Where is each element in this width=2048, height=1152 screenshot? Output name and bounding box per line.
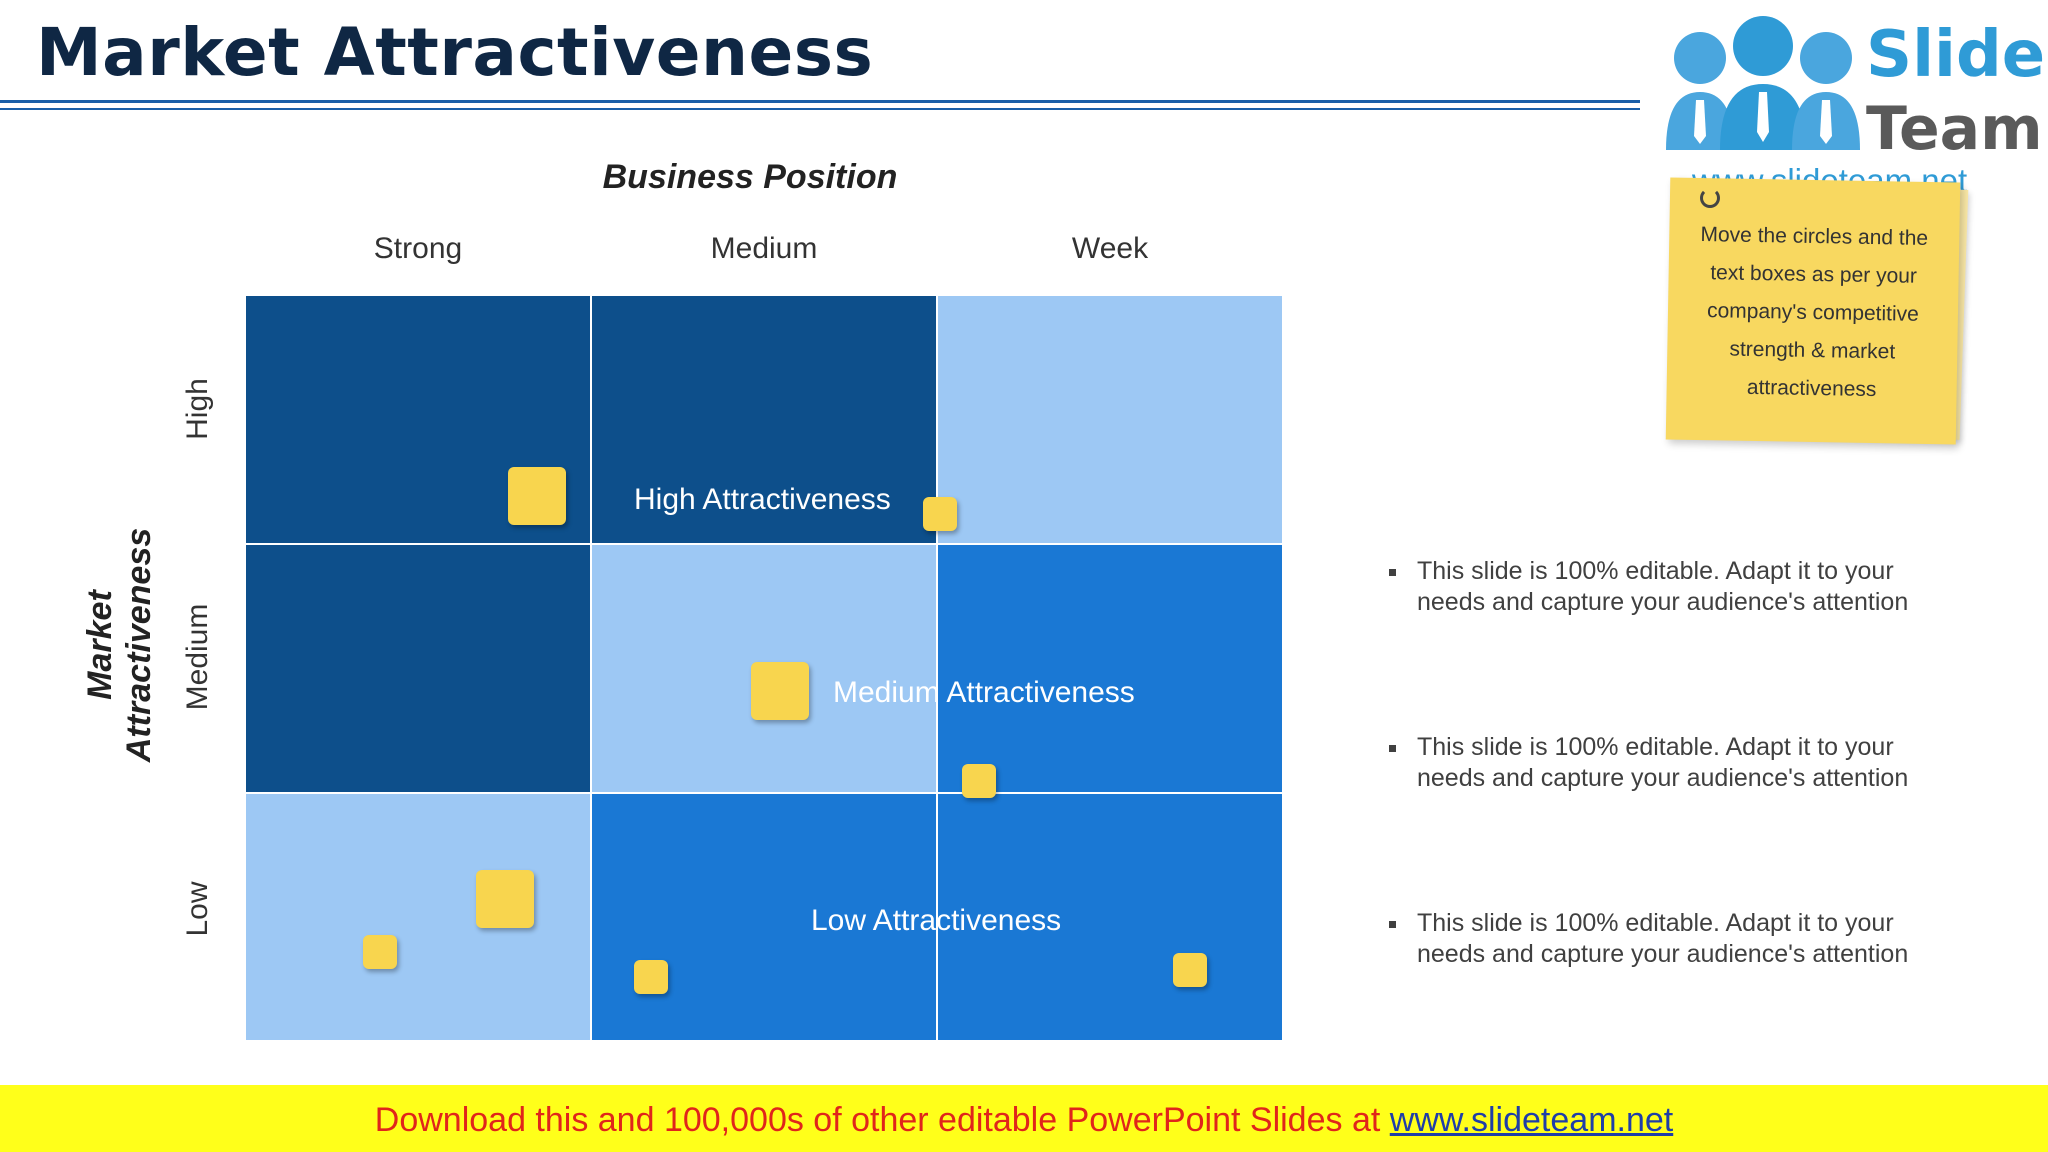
row-label-low: Low	[181, 881, 214, 937]
position-marker[interactable]	[476, 870, 534, 928]
row-label-high: High	[181, 378, 214, 440]
title-rule-bottom	[0, 108, 1645, 110]
position-marker[interactable]	[363, 935, 397, 969]
zone-label-medium[interactable]: Medium Attractiveness	[833, 676, 1135, 709]
attractiveness-matrix: High Attractiveness Medium Attractivenes…	[245, 295, 1283, 1041]
bullet-item[interactable]: This slide is 100% editable. Adapt it to…	[1385, 556, 1925, 732]
column-label-strong: Strong	[373, 232, 463, 265]
column-label-week: Week	[1071, 232, 1149, 265]
bullet-item[interactable]: This slide is 100% editable. Adapt it to…	[1385, 908, 1925, 1084]
cell-low-week	[937, 793, 1283, 1041]
download-footer-banner: Download this and 100,000s of other edit…	[0, 1085, 2048, 1152]
position-marker[interactable]	[1173, 953, 1207, 987]
cell-high-week	[937, 295, 1283, 544]
cell-medium-strong	[245, 544, 591, 793]
position-marker[interactable]	[751, 662, 809, 720]
footer-text: Download this and 100,000s of other edit…	[0, 1101, 2048, 1140]
cell-low-medium	[591, 793, 937, 1041]
slideteam-logo[interactable]: Slide Team www.slideteam.net	[1640, 0, 2048, 199]
bullet-item[interactable]: This slide is 100% editable. Adapt it to…	[1385, 732, 1925, 908]
position-marker[interactable]	[962, 764, 996, 798]
sticky-note[interactable]: Move the circles and the text boxes as p…	[1665, 177, 1961, 445]
footer-url-link[interactable]: www.slideteam.net	[1389, 1101, 1674, 1139]
logo-word-team: Team	[1866, 94, 2043, 164]
title-rule-top	[0, 100, 1645, 103]
footer-message: Download this and 100,000s of other edit…	[374, 1101, 1390, 1139]
y-axis-title: Market Attractiveness	[81, 527, 158, 763]
row-label-medium: Medium	[181, 603, 214, 711]
team-people-icon	[1666, 16, 1860, 150]
logo-word-slide: Slide	[1866, 18, 2046, 92]
cell-high-medium	[591, 295, 937, 544]
bullet-list: This slide is 100% editable. Adapt it to…	[1385, 556, 1925, 1084]
position-marker[interactable]	[508, 467, 566, 525]
position-marker[interactable]	[923, 497, 957, 531]
position-marker[interactable]	[634, 960, 668, 994]
column-label-medium: Medium	[710, 232, 818, 265]
cell-medium-week	[937, 544, 1283, 793]
zone-label-high[interactable]: High Attractiveness	[634, 483, 891, 516]
pin-icon	[1700, 188, 1720, 208]
zone-label-low[interactable]: Low Attractiveness	[811, 904, 1062, 937]
page-title: Market Attractiveness	[36, 14, 874, 91]
sticky-note-text: Move the circles and the text boxes as p…	[1700, 223, 1929, 402]
cell-low-strong	[245, 793, 591, 1041]
x-axis-title: Business Position	[602, 158, 898, 196]
